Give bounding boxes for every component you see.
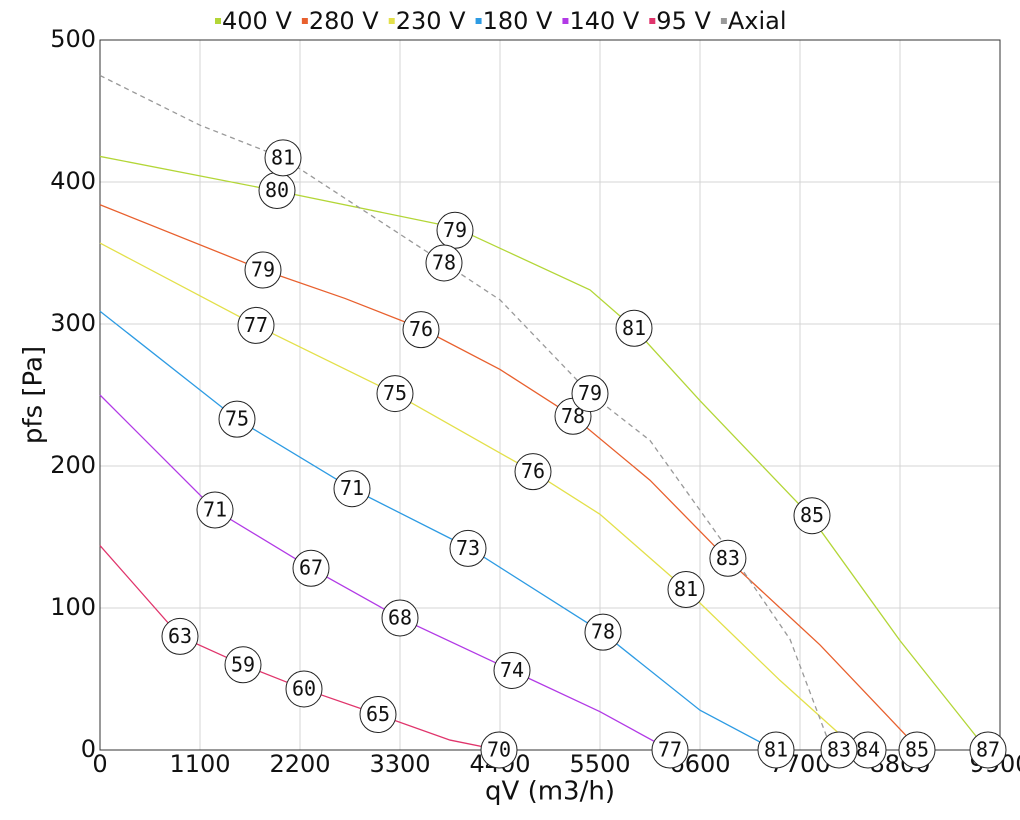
point-label: 71 <box>340 476 364 500</box>
point-label: 67 <box>299 556 323 580</box>
series-line <box>99 310 776 751</box>
plot-frame <box>99 39 1001 751</box>
operating-point <box>820 731 858 769</box>
point-label: 78 <box>591 620 615 644</box>
x-axis-title: qV (m3/h) <box>485 777 615 807</box>
legend-swatch <box>649 18 656 24</box>
legend-label: 280 V <box>309 7 379 35</box>
operating-point <box>969 731 1007 769</box>
operating-point <box>264 139 302 177</box>
legend-swatch <box>215 18 221 24</box>
operating-point <box>381 599 419 637</box>
y-tick-label: 100 <box>50 593 96 621</box>
operating-point <box>480 731 518 769</box>
point-label: 75 <box>225 407 249 431</box>
point-label: 74 <box>500 658 524 682</box>
operating-point <box>196 491 234 529</box>
point-label: 80 <box>265 178 289 202</box>
point-label: 79 <box>443 218 467 242</box>
point-label: 60 <box>292 676 316 700</box>
point-label: 81 <box>674 577 698 601</box>
y-tick-label: 400 <box>50 167 96 195</box>
point-label: 59 <box>231 652 255 676</box>
legend: 400 V 280 V 230 V 180 V 140 V 95 V Axial <box>215 7 787 35</box>
point-label: 75 <box>383 381 407 405</box>
operating-point <box>402 311 440 349</box>
operating-point <box>898 731 936 769</box>
legend-swatch <box>475 18 482 24</box>
point-label: 87 <box>976 738 1000 762</box>
point-label: 83 <box>716 546 740 570</box>
operating-point <box>571 375 609 413</box>
legend-label: 140 V <box>569 7 639 35</box>
operating-point <box>359 696 397 733</box>
x-tick-label: 2200 <box>269 750 330 778</box>
operating-point <box>757 731 795 769</box>
operating-point <box>237 306 275 344</box>
legend-label: 230 V <box>396 7 466 35</box>
legend-swatch <box>301 18 308 24</box>
point-label: 77 <box>244 313 268 337</box>
point-label: 81 <box>764 738 788 762</box>
operating-point <box>333 470 371 508</box>
point-label: 73 <box>456 536 480 560</box>
point-label: 79 <box>251 258 275 282</box>
operating-point <box>615 309 653 347</box>
operating-point <box>218 400 256 438</box>
point-label: 85 <box>905 738 929 762</box>
operating-point <box>244 251 282 289</box>
point-label: 70 <box>487 738 511 762</box>
legend-swatch <box>388 18 395 24</box>
operating-point <box>224 646 262 684</box>
operating-point <box>514 453 552 491</box>
y-tick-label: 300 <box>50 309 96 337</box>
point-label: 76 <box>409 317 433 341</box>
operating-point <box>161 617 199 655</box>
operating-point <box>285 670 323 708</box>
x-tick-label: 0 <box>92 750 107 778</box>
operating-point <box>709 539 747 577</box>
operating-point <box>425 244 463 282</box>
operating-point <box>449 529 487 567</box>
x-tick-label: 3300 <box>369 750 430 778</box>
point-label: 63 <box>168 624 192 648</box>
point-label: 76 <box>521 459 545 483</box>
point-label: 78 <box>432 250 456 274</box>
operating-point <box>584 613 622 651</box>
x-tick-label: 1100 <box>169 750 230 778</box>
operating-point <box>667 571 705 609</box>
y-tick-label: 0 <box>81 735 96 763</box>
series-line <box>99 394 671 751</box>
y-axis-title: pfs [Pa] <box>19 346 49 444</box>
x-tick-label: 5500 <box>569 750 630 778</box>
y-tick-label: 500 <box>50 25 96 53</box>
y-tick-label: 200 <box>50 451 96 479</box>
point-label: 83 <box>827 738 851 762</box>
point-label: 81 <box>622 316 646 340</box>
operating-point <box>376 375 414 413</box>
point-label: 81 <box>271 145 295 169</box>
series-line <box>99 242 854 751</box>
point-label: 85 <box>800 503 824 527</box>
point-label: 68 <box>388 605 412 629</box>
point-label: 71 <box>203 498 227 522</box>
series-line <box>99 74 840 751</box>
point-label: 77 <box>658 738 682 762</box>
legend-label: 180 V <box>483 7 553 35</box>
legend-label: Axial <box>728 7 787 35</box>
legend-label: 400 V <box>222 7 292 35</box>
point-label: 84 <box>856 738 880 762</box>
legend-swatch <box>562 18 569 24</box>
point-label: 65 <box>366 702 390 726</box>
point-label: 79 <box>578 381 602 405</box>
operating-point <box>651 731 689 769</box>
operating-point <box>793 497 831 535</box>
operating-point <box>493 651 531 689</box>
operating-point <box>292 549 330 587</box>
legend-swatch <box>720 18 727 24</box>
legend-label: 95 V <box>656 7 711 35</box>
